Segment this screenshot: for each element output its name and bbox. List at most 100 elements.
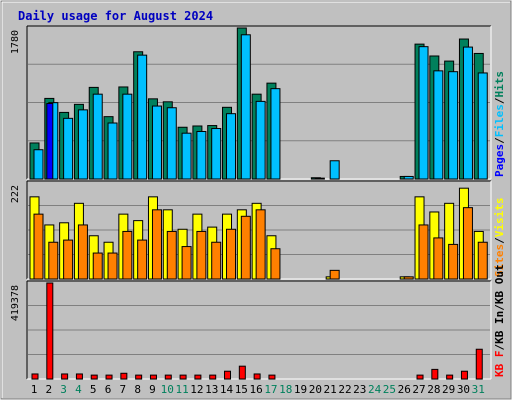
x-tick-label-day-3: 3 bbox=[60, 383, 67, 396]
x-tick-label-day-27: 27 bbox=[412, 383, 425, 396]
bar-kb-f-day-1 bbox=[31, 373, 39, 380]
bar-kb-f-day-30 bbox=[460, 370, 468, 380]
x-tick-label-day-19: 19 bbox=[294, 383, 307, 396]
legend-sites: Sites bbox=[493, 244, 506, 277]
x-tick-label-day-24: 24 bbox=[368, 383, 382, 396]
bar-kb-f-day-4 bbox=[75, 373, 83, 380]
legend-visits: Visits bbox=[493, 198, 506, 238]
bar-sites-day-26 bbox=[403, 276, 414, 280]
bar-files-day-16 bbox=[255, 100, 266, 180]
bar-kb-f-day-2 bbox=[46, 282, 54, 380]
legend-separator: / bbox=[493, 304, 506, 311]
bar-files-day-30 bbox=[462, 46, 473, 180]
bar-kb-f-day-15 bbox=[238, 365, 246, 380]
bar-files-day-10 bbox=[166, 107, 177, 180]
panel-legend: KB F/KB In/KB Out bbox=[493, 264, 506, 377]
x-tick-label-day-25: 25 bbox=[383, 383, 396, 396]
bar-files-day-4 bbox=[77, 109, 88, 180]
x-tick-label-day-16: 16 bbox=[250, 383, 263, 396]
x-tick-label-day-4: 4 bbox=[75, 383, 82, 396]
bar-kb-f-day-29 bbox=[446, 374, 454, 380]
bar-files-day-17 bbox=[270, 88, 281, 180]
bar-sites-day-31 bbox=[477, 241, 488, 280]
x-tick-label-day-23: 23 bbox=[353, 383, 366, 396]
bar-files-day-28 bbox=[433, 70, 444, 180]
panel-visits-sites: 222 Sites/Visits bbox=[10, 180, 506, 280]
x-tick-label-day-2: 2 bbox=[45, 383, 52, 396]
x-tick-label-day-14: 14 bbox=[220, 383, 234, 396]
x-tick-label-day-13: 13 bbox=[205, 383, 218, 396]
bar-files-day-21 bbox=[329, 160, 340, 180]
legend-hits: Hits bbox=[493, 71, 506, 98]
bar-files-day-13 bbox=[211, 128, 222, 180]
bar-sites-day-7 bbox=[122, 230, 133, 280]
series-kb-f bbox=[31, 282, 483, 380]
x-tick-label-day-29: 29 bbox=[442, 383, 455, 396]
x-tick-label-day-31: 31 bbox=[472, 383, 485, 396]
x-tick-label-day-28: 28 bbox=[427, 383, 440, 396]
bar-sites-day-16 bbox=[255, 209, 266, 280]
y-max-label: 1780 bbox=[10, 30, 21, 54]
series-pages bbox=[46, 103, 54, 180]
legend-separator: / bbox=[493, 97, 506, 104]
x-tick-label-day-11: 11 bbox=[175, 383, 188, 396]
bar-sites-day-8 bbox=[137, 239, 148, 280]
bar-kb-f-day-28 bbox=[431, 368, 439, 380]
panel-legend: Sites/Visits bbox=[493, 198, 506, 278]
legend-separator: / bbox=[493, 344, 506, 351]
bar-sites-day-27 bbox=[418, 224, 429, 280]
bar-sites-day-4 bbox=[77, 224, 88, 280]
bar-kb-f-day-9 bbox=[149, 374, 157, 380]
bar-kb-f-day-6 bbox=[105, 374, 113, 380]
x-tick-label-day-6: 6 bbox=[105, 383, 112, 396]
bar-kb-f-day-27 bbox=[416, 374, 424, 380]
bar-sites-day-3 bbox=[63, 239, 74, 280]
bar-sites-day-1 bbox=[33, 213, 44, 280]
x-axis-labels: 1 2 3 4 5 6 7 8 9 10 11 12 13 14 15 16 17 18 19 20 21 22 23 24 2… bbox=[31, 383, 485, 396]
bar-files-day-5 bbox=[92, 93, 103, 180]
bar-files-day-26 bbox=[403, 175, 414, 180]
x-tick-label-day-12: 12 bbox=[190, 383, 203, 396]
x-tick-label-day-30: 30 bbox=[457, 383, 470, 396]
bar-sites-day-21 bbox=[329, 269, 340, 280]
bar-kb-f-day-10 bbox=[164, 374, 172, 380]
bar-sites-day-5 bbox=[92, 252, 103, 280]
bar-kb-f-day-17 bbox=[268, 374, 276, 380]
y-max-label: 222 bbox=[10, 185, 21, 203]
bar-sites-day-28 bbox=[433, 237, 444, 280]
series-sites bbox=[33, 207, 488, 280]
bar-files-day-7 bbox=[122, 93, 133, 180]
x-tick-label-day-21: 21 bbox=[324, 383, 337, 396]
bar-kb-f-day-3 bbox=[61, 373, 69, 380]
legend-pages: Pages bbox=[493, 144, 506, 177]
bar-kb-f-day-13 bbox=[209, 374, 217, 380]
x-tick-label-day-15: 15 bbox=[235, 383, 248, 396]
bar-sites-day-2 bbox=[48, 241, 59, 280]
bar-sites-day-15 bbox=[240, 215, 251, 280]
legend-separator: / bbox=[493, 237, 506, 244]
bar-files-day-14 bbox=[226, 113, 237, 180]
bar-kb-f-day-7 bbox=[120, 372, 128, 380]
legend-files: Files bbox=[493, 104, 506, 137]
bar-files-day-20 bbox=[314, 177, 325, 180]
legend-kb-f: KB F bbox=[493, 351, 506, 378]
x-tick-label-day-10: 10 bbox=[161, 383, 174, 396]
bar-files-day-1 bbox=[33, 149, 44, 180]
panel-legend: Pages/Files/Hits bbox=[493, 71, 506, 177]
x-tick-label-day-1: 1 bbox=[31, 383, 38, 396]
x-tick-label-day-8: 8 bbox=[134, 383, 141, 396]
x-tick-label-day-18: 18 bbox=[279, 383, 292, 396]
bar-kb-f-day-12 bbox=[194, 374, 202, 380]
bar-kb-f-day-31 bbox=[475, 348, 483, 380]
legend-separator: / bbox=[493, 137, 506, 144]
bar-files-day-12 bbox=[196, 130, 207, 180]
x-tick-label-day-9: 9 bbox=[149, 383, 156, 396]
bar-sites-day-6 bbox=[107, 252, 118, 280]
bar-sites-day-14 bbox=[226, 228, 237, 280]
bar-kb-f-day-11 bbox=[179, 374, 187, 380]
bar-kb-f-day-8 bbox=[135, 374, 143, 380]
x-tick-label-day-17: 17 bbox=[264, 383, 277, 396]
bar-sites-day-17 bbox=[270, 248, 281, 280]
